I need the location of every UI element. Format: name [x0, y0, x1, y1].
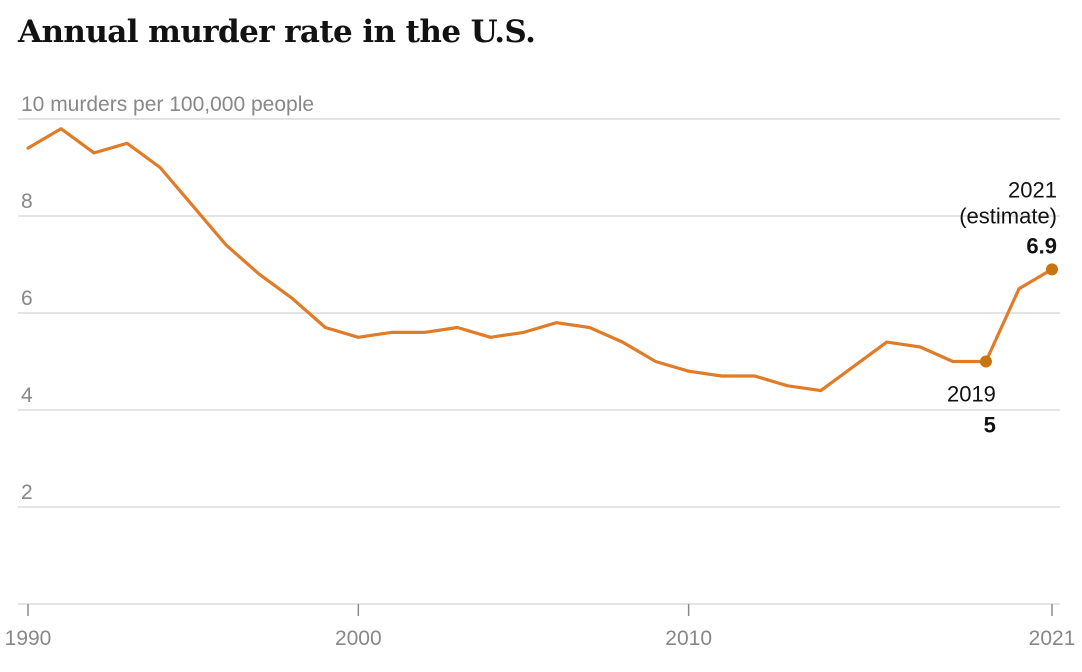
series-line-0 [26, 127, 1054, 393]
annotations: 2019 5 2021(estimate) 6.9 [947, 177, 1058, 438]
annotation-value-2019: 5 [984, 413, 996, 438]
series [26, 127, 1054, 393]
gridlines [18, 118, 1060, 508]
x-tick-label-2010: 2010 [665, 627, 712, 650]
x-tick-label-2000: 2000 [335, 627, 382, 650]
y-tick-label-2: 2 [21, 481, 33, 504]
chart-title: Annual murder rate in the U.S. [18, 14, 536, 50]
annotation-year-2021: 2021 [1008, 177, 1057, 202]
x-axis: 1990 2000 2010 2021 [5, 603, 1076, 650]
marker-2019 [979, 355, 992, 368]
annotation-note-2021: (estimate) [959, 203, 1057, 228]
marker-2021 [1046, 263, 1058, 276]
x-tick-label-1990: 1990 [5, 627, 52, 650]
annotation-year-2019: 2019 [947, 382, 996, 407]
y-axis-labels: 10 murders per 100,000 people 8 6 4 2 [21, 93, 314, 504]
y-tick-label-6: 6 [21, 287, 33, 310]
y-tick-label-4: 4 [21, 384, 33, 407]
y-tick-label-8: 8 [21, 190, 33, 213]
y-axis-unit-label: 10 murders per 100,000 people [21, 93, 314, 116]
annotation-value-2021: 6.9 [1026, 233, 1057, 258]
x-tick-label-2021: 2021 [1029, 627, 1076, 650]
